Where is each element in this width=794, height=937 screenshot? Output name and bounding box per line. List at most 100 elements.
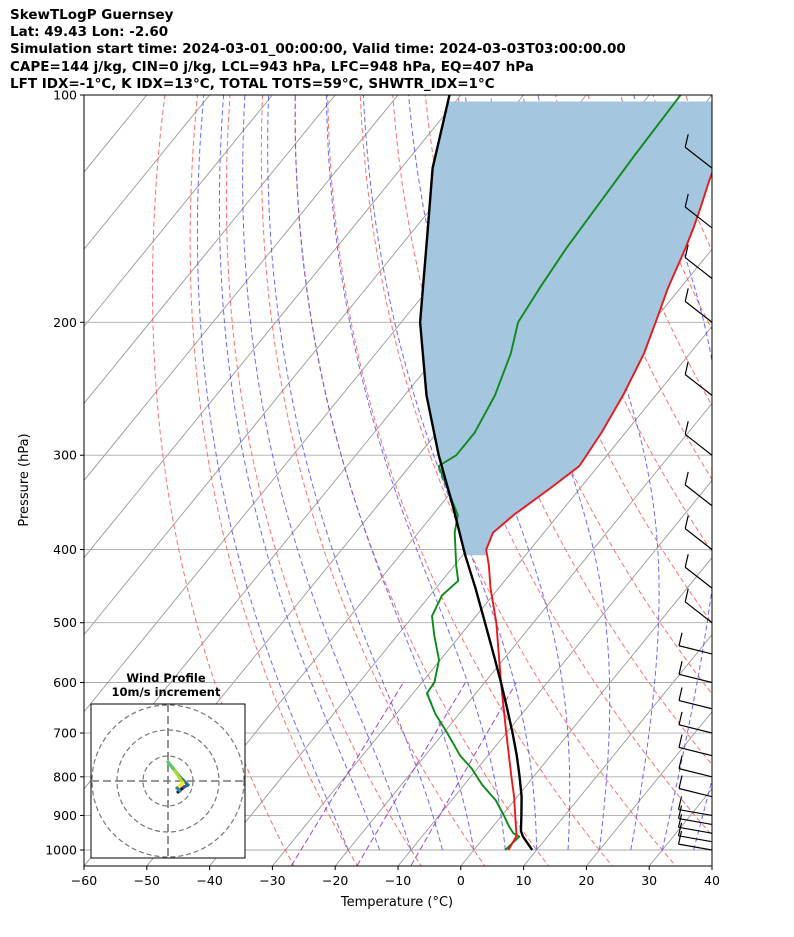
- isotherm-line: [460, 556, 712, 866]
- wind-barb: [678, 724, 712, 734]
- moist-adiabat: [242, 95, 412, 851]
- wind-barb-flag: [678, 687, 683, 701]
- wind-barb: [678, 645, 712, 655]
- time-line: Simulation start time: 2024-03-01_00:00:…: [10, 41, 626, 58]
- isotherm-line: [84, 95, 336, 405]
- dewpoint-line: [425, 95, 682, 851]
- wind-barb: [684, 601, 712, 624]
- isotherm-line: [711, 865, 712, 866]
- wind-barb: [678, 835, 712, 843]
- wind-barb: [678, 826, 712, 834]
- wind-barb-flag: [678, 755, 683, 769]
- hodograph-title-text: Wind Profile: [126, 671, 206, 685]
- wind-barb: [684, 433, 712, 456]
- mixing-ratio-line: [356, 682, 466, 866]
- wind-barb: [711, 95, 712, 96]
- wind-barb: [678, 808, 712, 817]
- dry-adiabat: [783, 95, 794, 881]
- x-axis-label: Temperature (°C): [340, 895, 454, 910]
- wind-barb-flag: [678, 734, 683, 748]
- dry-adiabat: [685, 95, 712, 169]
- y-tick-label: 1000: [45, 843, 77, 858]
- y-axis-label: Pressure (hPa): [17, 433, 32, 527]
- wind-barb: [678, 699, 712, 710]
- dry-adiabat: [225, 95, 422, 866]
- wind-barb-flag: [684, 288, 689, 302]
- temperature-line: [485, 170, 712, 851]
- wind-barb-flag: [684, 244, 689, 258]
- indices-line-2: LFT IDX=-1°C, K IDX=13°C, TOTAL TOTS=59°…: [10, 75, 495, 92]
- x-tick-label: 30: [641, 873, 657, 888]
- moist-adiabats: [196, 95, 794, 851]
- hodograph-segment: [166, 760, 177, 773]
- dry-adiabat: [327, 95, 613, 866]
- mixing-ratio-line: [410, 682, 517, 866]
- y-tick-label: 900: [53, 808, 77, 823]
- wind-barb: [678, 746, 712, 757]
- parcel-line: [418, 95, 534, 851]
- isotherm-line: [84, 95, 273, 328]
- wind-barb-flag: [678, 632, 683, 646]
- dry-adiabat: [751, 95, 794, 881]
- hodograph-ring: [91, 704, 245, 858]
- mixing-ratio-line: [290, 682, 404, 866]
- moist-adiabat: [693, 778, 712, 851]
- hodograph-title: Wind Profile 10m/s increment: [112, 671, 221, 699]
- dry-adiabat: [555, 95, 712, 481]
- wind-barb-flag: [685, 61, 688, 74]
- wind-barbs: [677, 61, 712, 851]
- wind-barb-flag: [684, 421, 689, 435]
- isotherm-line: [523, 633, 712, 866]
- wind-barb-flag: [684, 515, 689, 529]
- moist-adiabat: [725, 95, 794, 850]
- isotherm-line: [397, 479, 712, 866]
- isotherm-line: [84, 95, 524, 636]
- x-axis: −60 −50 −40 −30 −20 −10 0 10 20 30 40: [71, 866, 720, 888]
- wind-barb-flag: [684, 471, 689, 485]
- isotherm-line: [775, 95, 794, 866]
- wind-barb-flag: [678, 661, 683, 675]
- y-axis: 1000 900 800 700 600 500 400 300 200 100: [45, 88, 84, 858]
- wind-barb: [684, 257, 712, 279]
- wind-barb: [678, 673, 712, 684]
- profile-series: [418, 95, 712, 851]
- wind-barb-flag: [684, 193, 689, 208]
- wind-barb-flag: [677, 822, 683, 836]
- x-tick-label: 10: [516, 873, 532, 888]
- y-tick-label: 800: [53, 769, 77, 784]
- y-tick-label: 400: [53, 542, 77, 557]
- moist-adiabat: [325, 95, 506, 851]
- wind-barb-flag: [677, 796, 683, 810]
- location-line: Lat: 49.43 Lon: -2.60: [10, 24, 169, 41]
- isotherm-line: [84, 95, 210, 250]
- isotherm-line: [84, 95, 85, 96]
- hodograph-segment: [175, 786, 182, 793]
- moist-adiabat: [408, 95, 571, 851]
- moist-adiabat: [633, 95, 712, 851]
- dry-adiabat: [151, 95, 295, 866]
- wind-barb: [684, 206, 712, 229]
- wind-barb-flag: [684, 554, 689, 568]
- wind-barb: [678, 817, 712, 826]
- moist-adiabat: [267, 95, 443, 851]
- wind-barb-flag: [684, 361, 689, 375]
- dry-adiabat: [189, 95, 359, 866]
- x-tick-label: −40: [196, 873, 222, 888]
- wind-barb-flag: [684, 588, 689, 602]
- x-tick-label: 40: [704, 873, 720, 888]
- wind-barb-flag: [677, 805, 683, 819]
- x-tick-label: −60: [71, 873, 97, 888]
- y-tick-label: 500: [53, 615, 77, 630]
- isotherm-line: [272, 325, 712, 866]
- cape-fill: [420, 101, 712, 556]
- dry-adiabat: [522, 95, 712, 553]
- y-tick-label: 600: [53, 675, 77, 690]
- dry-adiabat: [718, 95, 794, 881]
- hodograph-inset: [90, 703, 246, 859]
- moist-adiabat: [196, 95, 349, 851]
- chart-title: SkewTLogP Guernsey: [10, 7, 174, 23]
- hodograph-trace: [166, 760, 190, 794]
- wind-barb: [684, 566, 712, 589]
- x-tick-label: −30: [259, 873, 285, 888]
